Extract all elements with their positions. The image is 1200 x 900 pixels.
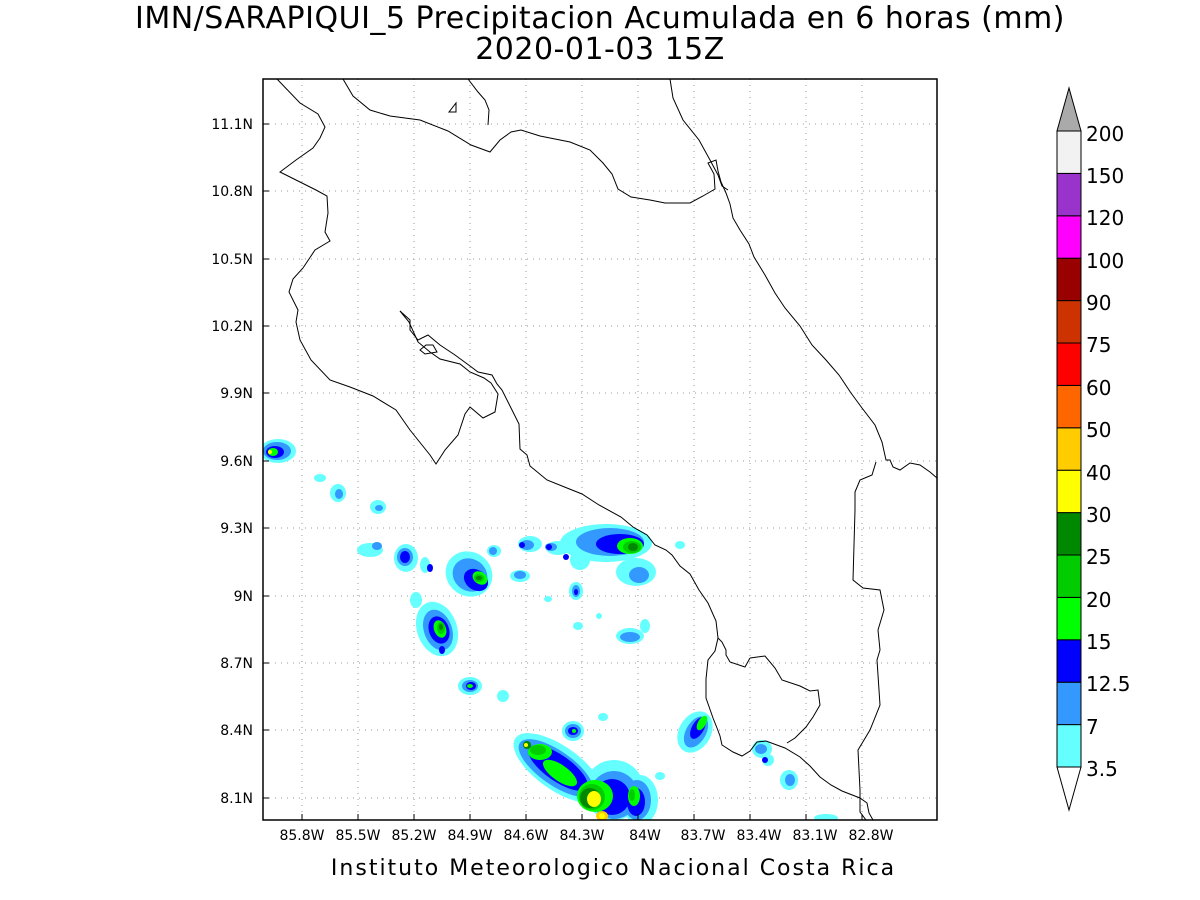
colorbar-label: 7 — [1086, 715, 1099, 739]
latitude-labels: 11.1N 10.8N 10.5N 10.2N 9.9N 9.6N 9.3N 9… — [211, 117, 253, 807]
lat-label: 9N — [234, 589, 253, 605]
colorbar-max-arrow — [1056, 86, 1082, 132]
lat-label: 10.8N — [211, 184, 253, 200]
lon-label: 85.5W — [335, 828, 380, 844]
colorbar-label: 25 — [1086, 545, 1111, 569]
lon-label: 83.4W — [736, 828, 781, 844]
lat-label: 8.1N — [220, 791, 253, 807]
colorbar-label: 20 — [1086, 588, 1111, 612]
lat-label: 9.9N — [220, 386, 253, 402]
colorbar-swatch — [1056, 554, 1082, 598]
lat-label: 9.6N — [220, 454, 253, 470]
colorbar-label: 120 — [1086, 206, 1124, 230]
lat-label: 8.7N — [220, 656, 253, 672]
lon-label: 84.9W — [447, 828, 492, 844]
longitude-labels: 85.8W 85.5W 85.2W 84.9W 84.6W 84.3W 84W … — [279, 828, 893, 844]
colorbar-label: 90 — [1086, 291, 1111, 315]
lat-label: 9.3N — [220, 521, 253, 537]
colorbar-swatch — [1056, 384, 1082, 429]
colorbar-label: 3.5 — [1086, 757, 1118, 781]
colorbar-swatch — [1056, 681, 1082, 726]
colorbar-min-arrow — [1056, 766, 1082, 812]
lon-label: 85.2W — [391, 828, 436, 844]
colorbar-swatch — [1056, 130, 1082, 174]
lon-label: 83.1W — [792, 828, 837, 844]
lon-label: 82.8W — [848, 828, 893, 844]
colorbar-swatch — [1056, 300, 1082, 344]
colorbar-label: 100 — [1086, 249, 1124, 273]
chart-subtitle: 2020-01-03 15Z — [475, 32, 725, 67]
colorbar: 3.5 7 12.5 15 20 25 30 40 50 60 75 90 10… — [1056, 86, 1131, 812]
lon-label: 85.8W — [279, 828, 324, 844]
colorbar-swatch — [1056, 172, 1082, 217]
colorbar-swatch — [1056, 639, 1082, 683]
lon-label: 84.3W — [559, 828, 604, 844]
lat-label: 10.5N — [211, 252, 253, 268]
plot-frame — [262, 78, 938, 821]
colorbar-swatch — [1056, 512, 1082, 556]
footer-credit: Instituto Meteorologico Nacional Costa R… — [330, 856, 897, 881]
lat-label: 11.1N — [211, 117, 253, 133]
coastlines — [276, 79, 937, 820]
colorbar-swatches — [1056, 130, 1082, 768]
chart-title: IMN/SARAPIQUI_5 Precipitacion Acumulada … — [135, 1, 1065, 36]
precipitation-field — [263, 439, 838, 820]
colorbar-label: 50 — [1086, 418, 1111, 442]
lon-label: 84W — [629, 828, 661, 844]
colorbar-swatch — [1056, 257, 1082, 302]
colorbar-swatch — [1056, 724, 1082, 768]
colorbar-swatch — [1056, 469, 1082, 514]
colorbar-label: 30 — [1086, 503, 1111, 527]
gridlines — [263, 79, 937, 820]
colorbar-label: 60 — [1086, 376, 1111, 400]
lat-label: 8.4N — [220, 723, 253, 739]
colorbar-label: 40 — [1086, 461, 1111, 485]
colorbar-label: 200 — [1086, 122, 1124, 146]
lon-label: 84.6W — [503, 828, 548, 844]
lon-label: 83.7W — [680, 828, 725, 844]
colorbar-label: 12.5 — [1086, 672, 1131, 696]
colorbar-swatch — [1056, 342, 1082, 386]
lat-label: 10.2N — [211, 319, 253, 335]
colorbar-label: 75 — [1086, 333, 1111, 357]
colorbar-label: 15 — [1086, 630, 1111, 654]
colorbar-swatch — [1056, 427, 1082, 471]
colorbar-swatch — [1056, 215, 1082, 259]
colorbar-swatch — [1056, 596, 1082, 641]
colorbar-label: 150 — [1086, 164, 1124, 188]
